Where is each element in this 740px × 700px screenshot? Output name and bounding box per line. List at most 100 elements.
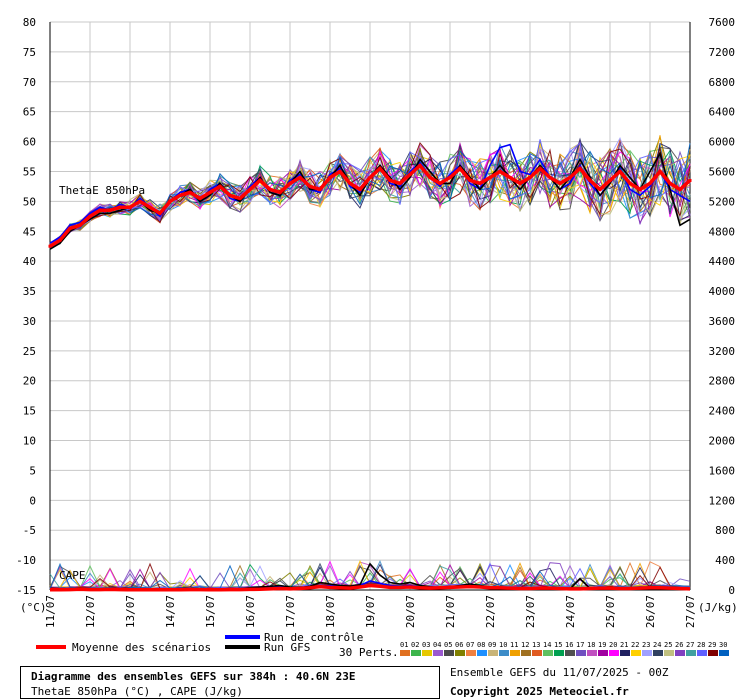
mean-point xyxy=(88,214,92,218)
right-tick-label: 400 xyxy=(715,554,735,567)
pert-legend-swatch xyxy=(554,650,564,656)
mean-point xyxy=(548,175,552,179)
mean-point xyxy=(678,187,682,191)
mean-point xyxy=(328,175,332,179)
pert-legend-swatch xyxy=(620,650,630,656)
right-tick-label: 2400 xyxy=(709,405,736,418)
pert-thetae-line xyxy=(49,137,691,244)
pert-thetae-line xyxy=(49,157,691,245)
mean-point xyxy=(288,181,292,185)
mean-point xyxy=(398,181,402,185)
pert-legend-swatch xyxy=(422,650,432,656)
pert-legend-swatch xyxy=(609,650,619,656)
mean-point xyxy=(238,196,242,200)
mean-point xyxy=(608,178,612,182)
mean-point xyxy=(48,244,52,248)
pert-legend-number: 27 xyxy=(686,641,694,649)
left-tick-label: 45 xyxy=(23,225,36,238)
x-tick-label: 27/07 xyxy=(684,595,697,628)
pert-legend-swatch xyxy=(631,650,641,656)
mean-point xyxy=(578,166,582,170)
pert-legend-number: 28 xyxy=(697,641,705,649)
pert-legend-number: 25 xyxy=(664,641,672,649)
x-tick-label: 16/07 xyxy=(244,595,257,628)
mean-point xyxy=(98,208,102,212)
mean-point xyxy=(598,187,602,191)
left-tick-label: 70 xyxy=(23,76,36,89)
mean-point xyxy=(338,169,342,173)
pert-legend-swatch xyxy=(455,650,465,656)
chart-title-box: Diagramme des ensembles GEFS sur 384h : … xyxy=(20,666,440,699)
right-tick-label: 5200 xyxy=(709,195,736,208)
mean-point xyxy=(428,175,432,179)
pert-legend-swatch xyxy=(433,650,443,656)
pert-legend-number: 29 xyxy=(708,641,716,649)
pert-legend-number: 06 xyxy=(455,641,463,649)
mean-point xyxy=(168,199,172,203)
legend: Moyenne des scénarios Run de contrôle Ru… xyxy=(36,631,729,659)
pert-legend-number: 19 xyxy=(598,641,606,649)
pert-legend-swatch xyxy=(598,650,608,656)
mean-point xyxy=(218,184,222,188)
copyright: Copyright 2025 Meteociel.fr xyxy=(450,685,629,698)
right-tick-label: 4000 xyxy=(709,285,736,298)
left-tick-label: 25 xyxy=(23,345,36,358)
mean-point xyxy=(488,175,492,179)
pert-legend-swatch xyxy=(697,650,707,656)
mean-point xyxy=(438,181,442,185)
pert-legend-swatch xyxy=(499,650,509,656)
pert-legend-number: 08 xyxy=(477,641,485,649)
mean-point xyxy=(418,163,422,167)
legend-gfs-label: Run GFS xyxy=(264,641,310,654)
mean-point xyxy=(258,178,262,182)
mean-point xyxy=(478,181,482,185)
x-tick-label: 25/07 xyxy=(604,595,617,628)
right-tick-label: 1200 xyxy=(709,494,736,507)
x-tick-label: 13/07 xyxy=(124,595,137,628)
right-tick-label: 2000 xyxy=(709,435,736,448)
x-tick-label: 21/07 xyxy=(444,595,457,628)
mean-point xyxy=(108,208,112,212)
mean-point xyxy=(318,187,322,191)
left-tick-label: 80 xyxy=(23,16,36,29)
left-tick-label: 10 xyxy=(23,435,36,448)
left-tick-label: 15 xyxy=(23,405,36,418)
x-tick-label: 22/07 xyxy=(484,595,497,628)
pert-thetae-line xyxy=(49,135,691,250)
theta-label: ThetaE 850hPa xyxy=(59,184,145,197)
pert-legend-swatch xyxy=(686,650,696,656)
right-tick-label: 6800 xyxy=(709,76,736,89)
left-tick-label: -15 xyxy=(16,584,36,597)
chart-subtitle: ThetaE 850hPa (°C) , CAPE (J/kg) xyxy=(31,685,243,698)
mean-point xyxy=(618,169,622,173)
mean-point xyxy=(178,193,182,197)
perturbation-legend: 01 02 03 04 05 06 07 08 09 10 11 12 13 14 15 16 17 18 19 20… xyxy=(400,641,729,656)
mean-point xyxy=(228,193,232,197)
left-axis-unit: (°C) xyxy=(20,601,47,614)
pert-legend-number: 18 xyxy=(587,641,595,649)
pert-legend-number: 26 xyxy=(675,641,683,649)
legend-control-label: Run de contrôle xyxy=(264,631,363,644)
x-tick-label: 14/07 xyxy=(164,595,177,628)
pert-legend-swatch xyxy=(466,650,476,656)
pert-legend-number: 04 xyxy=(433,641,441,649)
x-tick-label: 12/07 xyxy=(84,595,97,628)
chart-grid xyxy=(49,21,691,591)
right-tick-label: 4400 xyxy=(709,255,736,268)
pert-legend-swatch xyxy=(510,650,520,656)
mean-point xyxy=(78,223,82,227)
mean-point xyxy=(278,190,282,194)
pert-legend-swatch xyxy=(642,650,652,656)
mean-point xyxy=(648,181,652,185)
pert-legend-swatch xyxy=(411,650,421,656)
pert-legend-swatch xyxy=(400,650,410,656)
mean-point xyxy=(358,187,362,191)
pert-legend-number: 24 xyxy=(653,641,661,649)
mean-point xyxy=(148,205,152,209)
right-axis-unit: (J/kg) xyxy=(698,601,738,614)
mean-point xyxy=(518,181,522,185)
right-tick-label: 2800 xyxy=(709,375,736,388)
right-tick-label: 3600 xyxy=(709,315,736,328)
left-tick-label: 20 xyxy=(23,375,36,388)
